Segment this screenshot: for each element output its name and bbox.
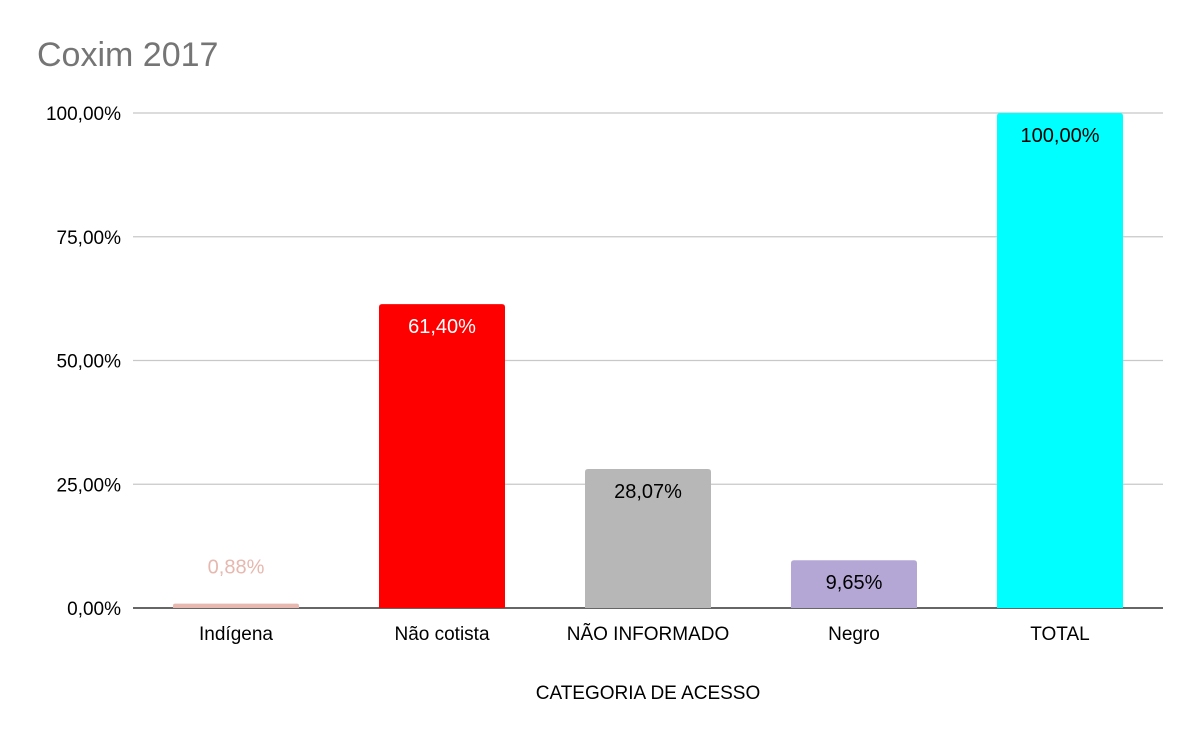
bars (173, 113, 1123, 608)
x-tick-label: Não cotista (394, 624, 489, 645)
data-labels: 0,88% 61,40% 28,07% 9,65% 100,00% (208, 125, 1100, 594)
y-axis-ticks: 0,00% 25,00% 50,00% 75,00% 100,00% (46, 104, 121, 620)
data-label: 100,00% (1021, 125, 1100, 147)
x-axis-title: CATEGORIA DE ACESSO (536, 683, 761, 704)
y-tick-label: 50,00% (57, 352, 122, 373)
x-tick-label: Indígena (199, 624, 273, 645)
x-tick-label: NÃO INFORMADO (567, 623, 730, 645)
bar (585, 469, 711, 608)
data-label: 61,40% (408, 316, 476, 338)
bar (173, 603, 299, 608)
x-tick-label: Negro (828, 624, 880, 645)
data-label: 0,88% (208, 557, 265, 579)
data-label: 9,65% (826, 572, 883, 594)
x-tick-label: TOTAL (1030, 624, 1089, 645)
x-axis-ticks: Indígena Não cotista NÃO INFORMADO Negro TOT… (199, 623, 1090, 645)
bar (997, 113, 1123, 608)
bar (791, 560, 917, 608)
bar (379, 304, 505, 608)
data-label: 28,07% (614, 481, 682, 503)
y-tick-label: 25,00% (57, 475, 122, 496)
y-tick-label: 100,00% (46, 104, 121, 125)
chart-title: Coxim 2017 (37, 36, 219, 74)
y-tick-label: 75,00% (57, 228, 122, 249)
y-tick-label: 0,00% (67, 599, 121, 620)
